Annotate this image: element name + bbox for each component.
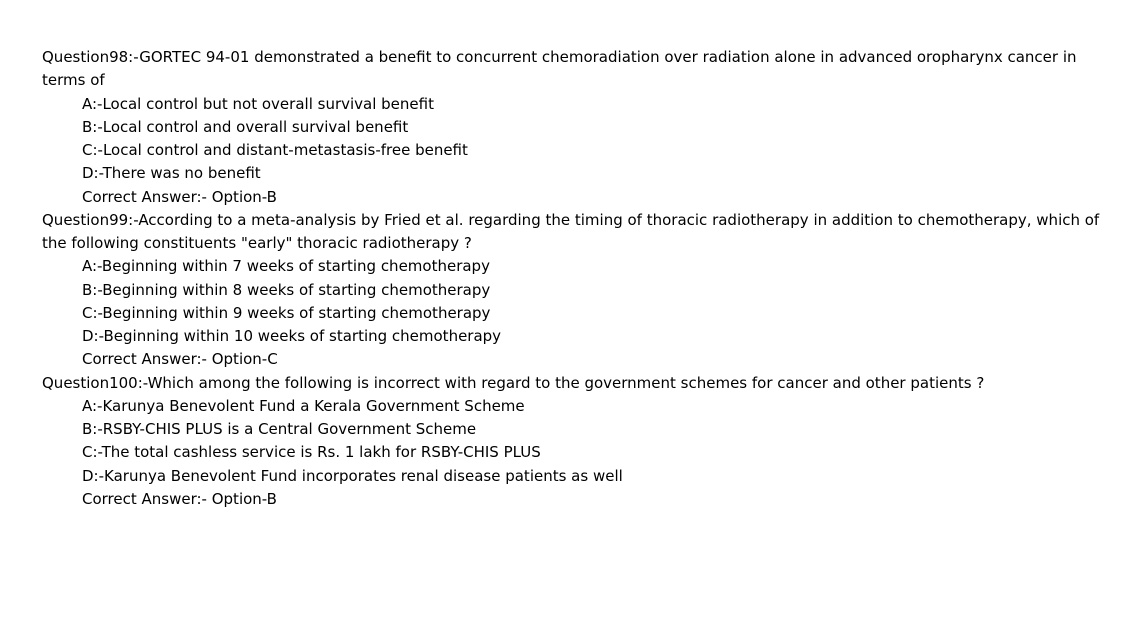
correct-answer: Correct Answer:- Option-B [42, 488, 1106, 511]
option-d: D:-Beginning within 10 weeks of starting… [42, 325, 1106, 348]
option-b: B:-RSBY-CHIS PLUS is a Central Governmen… [42, 418, 1106, 441]
option-c: C:-Local control and distant-metastasis-… [42, 139, 1106, 162]
question-page: Question98:-GORTEC 94-01 demonstrated a … [0, 0, 1148, 511]
option-b: B:-Local control and overall survival be… [42, 116, 1106, 139]
question-prompt: Question98:-GORTEC 94-01 demonstrated a … [42, 46, 1106, 93]
correct-answer: Correct Answer:- Option-C [42, 348, 1106, 371]
option-d: D:-There was no benefit [42, 162, 1106, 185]
option-a: A:-Local control but not overall surviva… [42, 93, 1106, 116]
option-c: C:-The total cashless service is Rs. 1 l… [42, 441, 1106, 464]
correct-answer: Correct Answer:- Option-B [42, 186, 1106, 209]
option-b: B:-Beginning within 8 weeks of starting … [42, 279, 1106, 302]
option-c: C:-Beginning within 9 weeks of starting … [42, 302, 1106, 325]
option-d: D:-Karunya Benevolent Fund incorporates … [42, 465, 1106, 488]
question-prompt: Question100:-Which among the following i… [42, 372, 1106, 395]
question-prompt: Question99:-According to a meta-analysis… [42, 209, 1106, 256]
option-a: A:-Karunya Benevolent Fund a Kerala Gove… [42, 395, 1106, 418]
option-a: A:-Beginning within 7 weeks of starting … [42, 255, 1106, 278]
